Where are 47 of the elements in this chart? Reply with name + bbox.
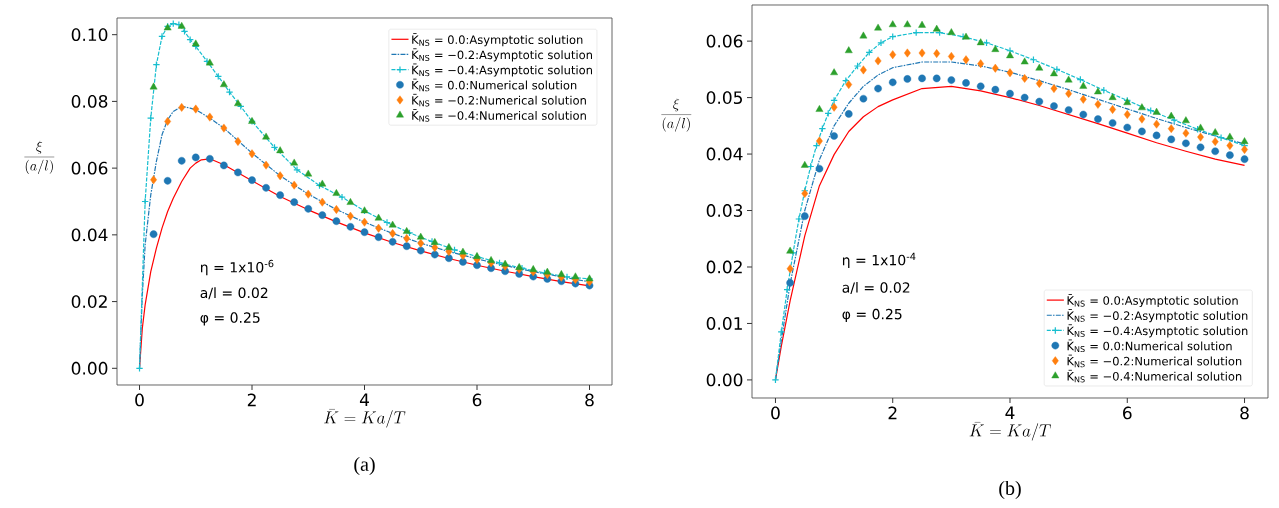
legend-label: K̄$_{NS}$ = −0.4:Asymptotic solution [412,63,592,77]
x-tick-label: 4 [359,393,369,406]
y-tick-label: 0.06 [71,161,108,175]
annotation: η = 1x10$^{-4}$ [842,252,916,269]
legend-label: K̄$_{NS}$ = 0.0:Asymptotic solution [1067,294,1238,308]
legend-label: K̄$_{NS}$ = 0.0:Numerical solution [1067,339,1232,353]
legend-label: K̄$_{NS}$ = −0.4:Numerical solution [412,109,586,122]
y-tick-label: 0.04 [71,228,108,242]
y-tick-label: 0.06 [706,34,743,48]
legend-label: K̄$_{NS}$ = 0.0:Numerical solution [412,78,577,92]
text: (a) [354,456,375,476]
annotation: φ = 0.25 [200,312,260,326]
x-tick-label: 4 [1005,406,1015,419]
legend-label: K̄$_{NS}$ = −0.4:Asymptotic solution [1067,324,1248,338]
x-tick-label: 0 [771,406,780,420]
y-tick-label: 0.02 [71,295,107,308]
legend-label: K̄$_{NS}$ = −0.2:Numerical solution [1067,354,1242,368]
y-tick-label: 0.04 [706,147,743,161]
y-axis-title: $\frac{\xi}{(a/l)}$ [661,98,692,132]
y-tick-label: 0.10 [71,28,108,42]
legend-label: K̄$_{NS}$ = −0.4:Numerical solution [1067,369,1242,383]
annotation: a/l = 0.02 [200,287,268,300]
y-tick-label: 0.01 [706,317,742,330]
x-axis-title: $\bar{K} = Ka/T$ [969,421,1051,441]
annotation: η = 1x10$^{-6}$ [201,259,274,276]
y-tick-label: 0.05 [706,91,742,105]
legend-label: K̄$_{NS}$ = 0.0:Asymptotic solution [412,33,583,47]
text: (b) [999,480,1021,500]
y-tick-label: 0.02 [706,260,742,274]
y-tick-label: 0.03 [706,204,743,217]
y-tick-label: 0.00 [71,361,108,375]
legend-label: K̄$_{NS}$ = −0.2:Asymptotic solution [412,48,592,62]
y-tick-label: 0.00 [706,373,743,387]
x-tick-label: 8 [585,393,594,407]
annotation: φ = 0.25 [842,308,902,323]
x-tick-label: 2 [888,406,897,420]
annotation: a/l = 0.02 [842,281,910,294]
legend-label: K̄$_{NS}$ = −0.2:Asymptotic solution [1067,309,1248,323]
y-tick-label: 0.08 [71,94,108,108]
x-tick-label: 2 [247,393,256,407]
legend-label: K̄$_{NS}$ = −0.2:Numerical solution [412,93,586,107]
x-axis-title: $\bar{K} = Ka/T$ [324,408,406,428]
x-tick-label: 8 [1240,406,1249,420]
x-tick-label: 0 [135,393,144,407]
y-axis-title: $\frac{\xi}{(a/l)}$ [24,140,55,175]
x-tick-label: 6 [472,393,482,407]
x-tick-label: 6 [1123,406,1132,420]
